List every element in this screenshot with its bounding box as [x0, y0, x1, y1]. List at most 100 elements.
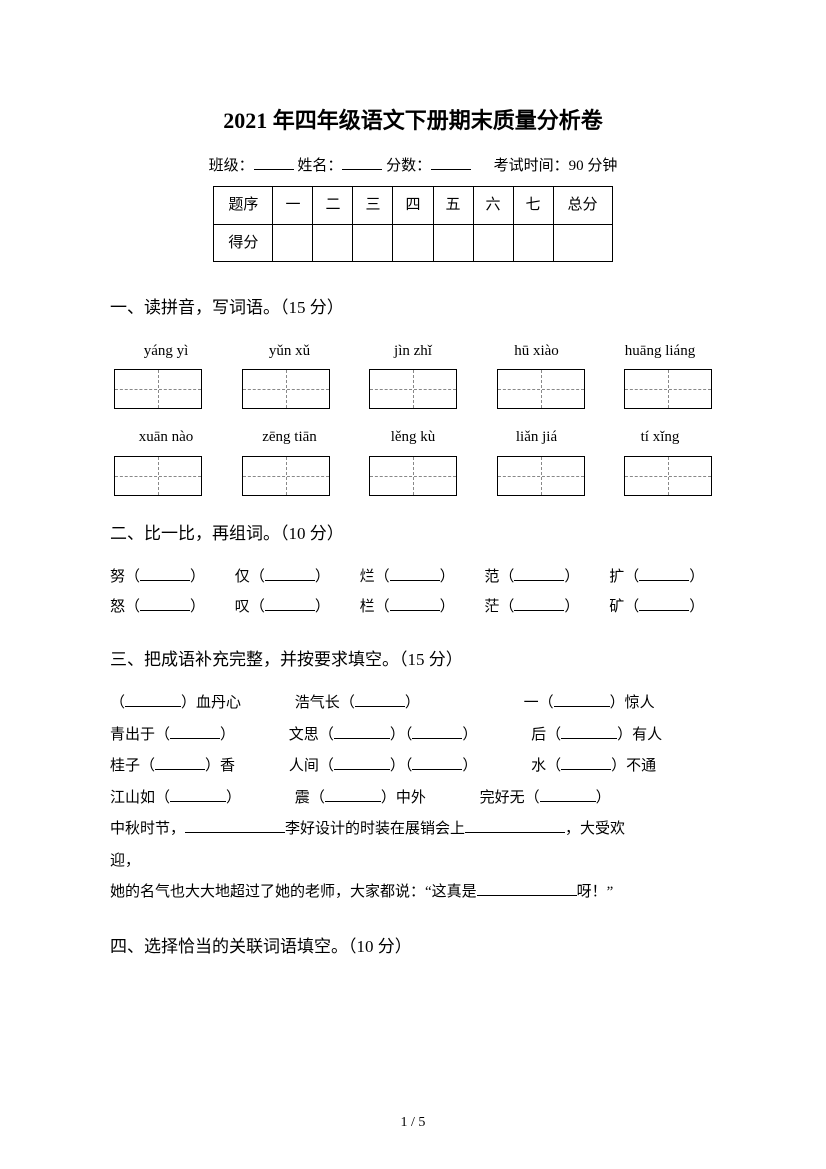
- text: 中外: [396, 790, 426, 806]
- pinyin-label: zēng tiān: [240, 423, 340, 452]
- blank[interactable]: [170, 787, 226, 802]
- section-1-heading: 一、读拼音，写词语。（15 分）: [110, 292, 716, 324]
- char-input-box[interactable]: [369, 369, 457, 409]
- td-blank[interactable]: [433, 224, 473, 262]
- class-blank[interactable]: [254, 155, 294, 170]
- text: 水: [531, 758, 546, 774]
- blank[interactable]: [334, 724, 390, 739]
- td-blank[interactable]: [313, 224, 353, 262]
- blank[interactable]: [540, 787, 596, 802]
- char-input-box[interactable]: [114, 456, 202, 496]
- blank[interactable]: [465, 818, 565, 833]
- blank[interactable]: [477, 881, 577, 896]
- table-row: 得分: [214, 224, 612, 262]
- char: 努: [110, 569, 125, 585]
- text: 桂子: [110, 758, 140, 774]
- blank[interactable]: [514, 566, 564, 581]
- blank[interactable]: [514, 596, 564, 611]
- class-label: 班级：: [209, 158, 254, 174]
- text: 香: [220, 758, 235, 774]
- char-input-box[interactable]: [114, 369, 202, 409]
- td-blank[interactable]: [513, 224, 553, 262]
- td-blank[interactable]: [553, 224, 612, 262]
- blank[interactable]: [561, 755, 611, 770]
- pinyin-label: liǎn jiá: [487, 423, 587, 452]
- blank[interactable]: [390, 596, 440, 611]
- blank[interactable]: [265, 596, 315, 611]
- blank[interactable]: [140, 596, 190, 611]
- page-footer: 1 / 5: [0, 1110, 826, 1137]
- char-input-box[interactable]: [497, 456, 585, 496]
- blank[interactable]: [639, 596, 689, 611]
- char-input-box[interactable]: [497, 369, 585, 409]
- char: 叹: [235, 599, 250, 615]
- blank[interactable]: [325, 787, 381, 802]
- blank[interactable]: [140, 566, 190, 581]
- q2-line-1: 努（） 仅（） 烂（） 范（） 扩（）: [110, 562, 716, 592]
- q3-content: （）血丹心 浩气长（） 一（）惊人 青出于（） 文思（）（） 后（）有人 桂子（…: [110, 688, 716, 909]
- td-blank[interactable]: [393, 224, 433, 262]
- blank[interactable]: [334, 755, 390, 770]
- text: 完好无: [480, 790, 525, 806]
- td-score-label: 得分: [214, 224, 273, 262]
- text: 青出于: [110, 727, 155, 743]
- name-label: 姓名：: [297, 158, 342, 174]
- blank[interactable]: [155, 755, 205, 770]
- th-4: 四: [393, 187, 433, 225]
- blank[interactable]: [561, 724, 617, 739]
- section-4-heading: 四、选择恰当的关联词语填空。（10 分）: [110, 931, 716, 963]
- text: 中秋时节，: [110, 821, 185, 837]
- char: 茫: [484, 599, 499, 615]
- text: 不通: [626, 758, 656, 774]
- td-blank[interactable]: [273, 224, 313, 262]
- char-input-box[interactable]: [624, 369, 712, 409]
- blank[interactable]: [390, 566, 440, 581]
- page-title: 2021 年四年级语文下册期末质量分析卷: [110, 100, 716, 142]
- th-5: 五: [433, 187, 473, 225]
- time-label: 考试时间：90 分钟: [494, 158, 618, 174]
- td-blank[interactable]: [473, 224, 513, 262]
- section-2-heading: 二、比一比，再组词。（10 分）: [110, 518, 716, 550]
- blank[interactable]: [554, 692, 610, 707]
- blank[interactable]: [170, 724, 220, 739]
- score-blank[interactable]: [431, 155, 471, 170]
- char: 矿: [609, 599, 624, 615]
- blank[interactable]: [412, 755, 462, 770]
- pinyin-label: hū xiào: [487, 337, 587, 366]
- pinyin-label: lěng kù: [363, 423, 463, 452]
- text: 迎，: [110, 853, 140, 869]
- info-line: 班级： 姓名： 分数： 考试时间：90 分钟: [110, 152, 716, 181]
- box-row-1: [110, 369, 716, 409]
- char: 扩: [609, 569, 624, 585]
- blank[interactable]: [185, 818, 285, 833]
- char-input-box[interactable]: [624, 456, 712, 496]
- text: 惊人: [625, 695, 655, 711]
- pinyin-label: xuān nào: [116, 423, 216, 452]
- score-label: 分数：: [386, 158, 431, 174]
- char: 栏: [360, 599, 375, 615]
- blank[interactable]: [125, 692, 181, 707]
- section-3-heading: 三、把成语补充完整，并按要求填空。（15 分）: [110, 644, 716, 676]
- char: 怒: [110, 599, 125, 615]
- pinyin-row-1: yáng yì yǔn xǔ jìn zhǐ hū xiào huāng liá…: [110, 337, 716, 366]
- name-blank[interactable]: [342, 155, 382, 170]
- text: 呀！”: [577, 884, 614, 900]
- th-seq: 题序: [214, 187, 273, 225]
- char-input-box[interactable]: [242, 369, 330, 409]
- box-row-2: [110, 456, 716, 496]
- pinyin-label: yáng yì: [116, 337, 216, 366]
- text: 震: [295, 790, 310, 806]
- char-input-box[interactable]: [369, 456, 457, 496]
- blank[interactable]: [355, 692, 405, 707]
- text: 后: [531, 727, 546, 743]
- th-2: 二: [313, 187, 353, 225]
- blank[interactable]: [412, 724, 462, 739]
- td-blank[interactable]: [353, 224, 393, 262]
- pinyin-label: jìn zhǐ: [363, 337, 463, 366]
- char-input-box[interactable]: [242, 456, 330, 496]
- th-1: 一: [273, 187, 313, 225]
- text: 李好设计的时装在展销会上: [285, 821, 465, 837]
- blank[interactable]: [265, 566, 315, 581]
- text: 有人: [632, 727, 662, 743]
- blank[interactable]: [639, 566, 689, 581]
